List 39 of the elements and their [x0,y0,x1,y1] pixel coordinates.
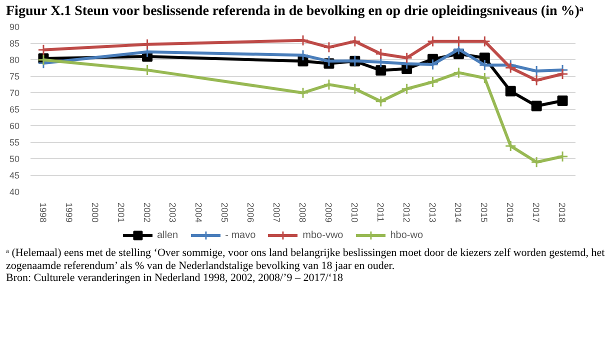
x-tick-label: 2012 [401,202,412,223]
x-tick-label: 2008 [298,202,308,223]
x-tick-label: 2018 [557,202,568,223]
y-tick-label: 50 [9,154,20,164]
x-tick-label: 2002 [142,202,152,223]
y-tick-label: 60 [9,121,20,131]
x-tick-label: 2011 [375,202,386,222]
text: ᵃ (Helemaal) eens met de stelling ‘Over sommige, voor ons land belangrijke beslissingen moet door de kiezers zelf worden gestemd, het zogenaamde referendum’ als % van de Nederlandstalige bevolking van 18 jaar en ouder. [6,247,605,272]
x-tick-label: 2006 [246,202,256,223]
legend-label: allen [156,230,178,240]
x-tick-label: 1999 [64,202,74,223]
x-tick-label: 2009 [323,202,334,223]
y-tick-label: 80 [9,55,20,65]
x-tick-label: 2013 [427,202,438,223]
y-tick-label: 45 [9,170,20,180]
x-tick-label: 2005 [220,202,230,223]
x-tick-label: 2004 [194,202,204,223]
x-tick-label: 2014 [453,202,464,223]
x-tick-label: 2001 [116,202,126,223]
legend-label: hbo-wo [390,230,424,240]
legend-label: mbo-vwo [302,230,344,240]
x-tick-label: 2016 [505,202,516,223]
text: Bron: Culturele veranderingen in Nederland 1998, 2002, 2008/’9 – 2017/‘18 [6,272,343,284]
x-tick-label: 2017 [531,202,542,223]
x-tick-label: 2007 [272,202,282,223]
x-tick-label: 2003 [168,202,178,223]
y-tick-label: 90 [9,22,20,32]
x-tick-label: 1998 [38,202,48,223]
x-tick-label: 2000 [90,202,100,223]
chart-title: Figuur X.1 Steun voor beslissende referenda in de bevolking en op drie opleidingsniveaus (in %)ᵃ [6,4,584,19]
legend-label: - mavo [225,230,256,240]
y-tick-label: 85 [9,38,20,48]
x-tick-label: 2015 [479,202,490,223]
y-tick-label: 75 [9,72,20,82]
x-tick-label: 2010 [349,202,360,223]
y-tick-label: 65 [9,104,20,114]
y-tick-label: 55 [9,138,20,148]
y-tick-label: 40 [9,187,20,197]
y-tick-label: 70 [9,88,20,98]
